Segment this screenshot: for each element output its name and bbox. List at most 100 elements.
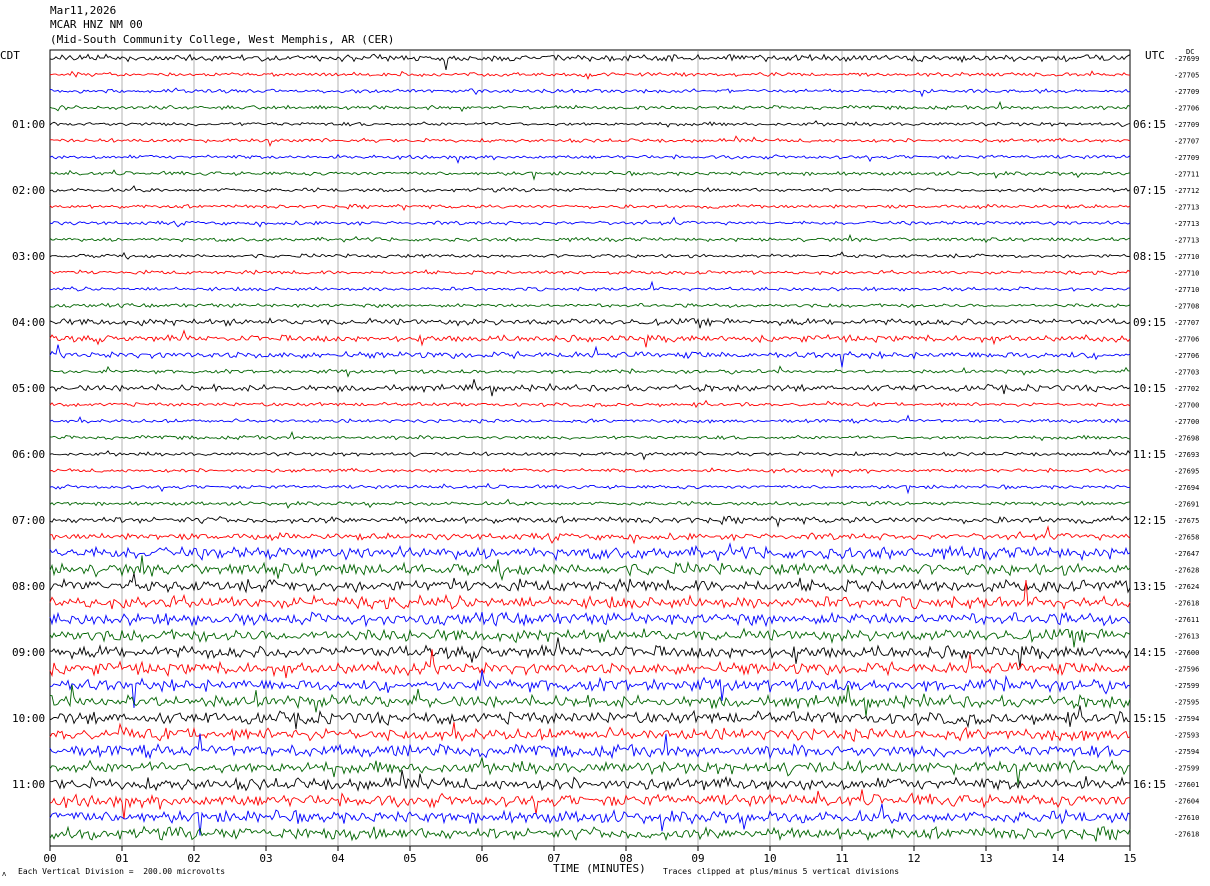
trace-offset-label: -27710 xyxy=(1174,286,1199,294)
trace-offset-label: -27695 xyxy=(1174,468,1199,476)
left-hour-label: 08:00 xyxy=(12,580,45,593)
trace-offset-label: -27713 xyxy=(1174,220,1199,228)
left-hour-label: 04:00 xyxy=(12,316,45,329)
trace-offset-label: -27658 xyxy=(1174,534,1199,542)
trace-offset-label: -27600 xyxy=(1174,649,1199,657)
trace-offset-label: -27711 xyxy=(1174,171,1199,179)
trace-offset-label: -27706 xyxy=(1174,336,1199,344)
trace-offset-label: -27712 xyxy=(1174,187,1199,195)
x-axis-label: TIME (MINUTES) xyxy=(553,862,646,875)
seismic-trace xyxy=(49,185,1131,193)
x-tick-label: 01 xyxy=(115,852,128,865)
right-hour-label: 12:15 xyxy=(1133,514,1166,527)
seismic-trace xyxy=(49,216,1131,228)
seismic-trace xyxy=(49,100,1131,113)
seismic-trace xyxy=(49,302,1131,309)
x-tick-label: 14 xyxy=(1051,852,1065,865)
left-hour-label: 05:00 xyxy=(12,382,45,395)
x-tick-label: 09 xyxy=(691,852,704,865)
trace-offset-label: -27618 xyxy=(1174,831,1199,839)
trace-offset-label: -27705 xyxy=(1174,72,1199,80)
trace-offset-label: -27604 xyxy=(1174,798,1199,806)
seismic-trace xyxy=(49,573,1131,594)
right-hour-label: 14:15 xyxy=(1133,646,1166,659)
trace-offset-label: -27702 xyxy=(1174,385,1199,393)
x-tick-label: 07 xyxy=(547,852,560,865)
header-location: (Mid-South Community College, West Memph… xyxy=(50,33,395,46)
seismic-trace xyxy=(49,579,1131,611)
seismic-trace xyxy=(49,169,1131,181)
trace-offset-label: -27618 xyxy=(1174,600,1199,608)
trace-offset-label: -27709 xyxy=(1174,121,1199,129)
right-hour-label: 13:15 xyxy=(1133,580,1166,593)
seismic-trace xyxy=(49,317,1131,329)
seismic-trace xyxy=(49,53,1131,70)
seismic-trace xyxy=(49,87,1131,98)
trace-offset-label: -27691 xyxy=(1174,501,1199,509)
seismic-trace xyxy=(49,344,1131,368)
seismic-trace xyxy=(49,733,1131,760)
plot-frame xyxy=(49,49,1131,847)
trace-offset-label: -27613 xyxy=(1174,633,1199,641)
trace-offset-label: -27675 xyxy=(1174,517,1199,525)
seismic-trace xyxy=(49,153,1131,165)
right-hour-label: 08:15 xyxy=(1133,250,1166,263)
right-hour-label: 06:15 xyxy=(1133,118,1166,131)
trace-offset-label: -27700 xyxy=(1174,418,1199,426)
seismic-trace xyxy=(49,379,1131,397)
left-hour-label: 09:00 xyxy=(12,646,45,659)
seismic-trace xyxy=(49,803,1131,836)
trace-dc-label: DC xyxy=(1186,48,1194,56)
x-tick-label: 00 xyxy=(43,852,56,865)
seismic-trace xyxy=(49,770,1131,792)
seismic-trace xyxy=(49,430,1131,442)
trace-offset-label: -27599 xyxy=(1174,682,1199,690)
x-tick-label: 12 xyxy=(907,852,920,865)
trace-offset-label: -27611 xyxy=(1174,616,1199,624)
seismic-trace xyxy=(49,329,1131,348)
x-tick-label: 04 xyxy=(331,852,345,865)
seismic-trace xyxy=(49,757,1131,785)
trace-offset-label: -27694 xyxy=(1174,484,1199,492)
seismic-trace xyxy=(49,120,1131,128)
trace-offset-label: -27713 xyxy=(1174,204,1199,212)
trace-offset-label: -27699 xyxy=(1174,55,1199,63)
seismic-trace xyxy=(49,70,1131,80)
trace-offset-label: -27698 xyxy=(1174,435,1199,443)
header-station: MCAR HNZ NM 00 xyxy=(50,18,143,31)
left-hour-label: 06:00 xyxy=(12,448,45,461)
seismic-trace xyxy=(49,482,1130,495)
seismic-trace xyxy=(49,705,1131,730)
x-tick-label: 06 xyxy=(475,852,488,865)
right-hour-label: 16:15 xyxy=(1133,778,1166,791)
seismic-trace xyxy=(49,280,1131,292)
seismic-trace xyxy=(49,269,1131,276)
x-tick-label: 08 xyxy=(619,852,632,865)
seismic-trace xyxy=(49,649,1131,679)
trace-offset-label: -27710 xyxy=(1174,270,1199,278)
trace-offset-label: -27709 xyxy=(1174,88,1199,96)
right-hour-label: 15:15 xyxy=(1133,712,1166,725)
seismic-trace xyxy=(49,669,1131,708)
left-hour-label: 11:00 xyxy=(12,778,45,791)
trace-offset-label: -27594 xyxy=(1174,748,1199,756)
seismic-trace xyxy=(49,135,1131,148)
x-tick-label: 15 xyxy=(1123,852,1136,865)
trace-offset-label: -27594 xyxy=(1174,715,1199,723)
seismic-trace xyxy=(49,399,1131,409)
seismic-trace xyxy=(49,627,1131,648)
seismic-trace xyxy=(49,414,1131,424)
trace-offset-label: -27713 xyxy=(1174,237,1199,245)
trace-offset-label: -27601 xyxy=(1174,781,1199,789)
left-hour-label: 01:00 xyxy=(12,118,45,131)
trace-offset-label: -27596 xyxy=(1174,666,1199,674)
trace-offset-label: -27707 xyxy=(1174,319,1199,327)
trace-offset-label: -27700 xyxy=(1174,402,1199,410)
seismic-trace xyxy=(49,611,1131,628)
x-tick-label: 11 xyxy=(835,852,848,865)
seismic-trace xyxy=(49,448,1131,461)
trace-offset-label: -27599 xyxy=(1174,765,1199,773)
trace-offset-label: -27610 xyxy=(1174,814,1199,822)
x-tick-label: 02 xyxy=(187,852,200,865)
